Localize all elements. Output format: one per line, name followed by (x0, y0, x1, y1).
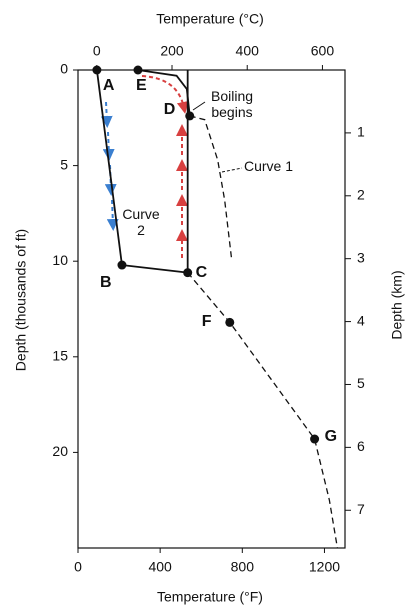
point-label: E (135, 77, 147, 94)
y-tick-label: 20 (52, 443, 68, 459)
y2-axis-title: Depth (km) (389, 270, 405, 339)
point (310, 434, 320, 444)
series-label: Curve 2 (122, 206, 160, 238)
x-tick-label: 1200 (309, 559, 340, 575)
curve (189, 115, 233, 260)
y2-tick-label: 3 (357, 249, 365, 265)
x2-tick-label: 600 (311, 43, 335, 59)
x2-tick-label: 400 (236, 43, 260, 59)
y2-tick-label: 2 (357, 186, 365, 202)
x2-axis-title: Temperature (°C) (156, 11, 264, 27)
y2-tick-label: 4 (357, 312, 365, 328)
point-label: C (195, 263, 208, 281)
y-tick-label: 5 (60, 156, 68, 172)
curve (187, 272, 339, 549)
flow-arrows (100, 75, 243, 258)
point (185, 111, 195, 121)
annotation: Boiling begins (210, 88, 254, 120)
x-tick-label: 0 (74, 559, 82, 575)
y-tick-label: 15 (52, 348, 68, 364)
plot-frame (77, 69, 346, 549)
x2-tick-label: 200 (160, 43, 184, 59)
y-tick-label: 0 (60, 61, 68, 77)
x-tick-label: 800 (231, 559, 255, 575)
y2-tick-label: 6 (357, 438, 365, 454)
curve (96, 69, 189, 274)
y2-tick-label: 7 (357, 501, 365, 517)
y-axis-title: Depth (thousands of ft) (13, 229, 29, 371)
series-label: Curve 1 (244, 158, 294, 174)
curve (137, 69, 191, 116)
point (225, 317, 235, 327)
point (133, 65, 143, 75)
x2-tick-label: 0 (93, 43, 101, 59)
y2-tick-label: 5 (357, 375, 365, 391)
point (117, 260, 127, 270)
y2-tick-label: 1 (357, 124, 365, 140)
y-tick-label: 10 (52, 252, 68, 268)
x-axis-title: Temperature (°F) (157, 589, 263, 605)
point-label: B (99, 274, 112, 292)
point-label: A (102, 77, 115, 94)
point-label: D (163, 100, 176, 118)
point (183, 268, 193, 278)
x-tick-label: 400 (148, 559, 172, 575)
point-label: G (324, 428, 338, 446)
point-label: F (201, 313, 212, 331)
point (92, 65, 102, 75)
